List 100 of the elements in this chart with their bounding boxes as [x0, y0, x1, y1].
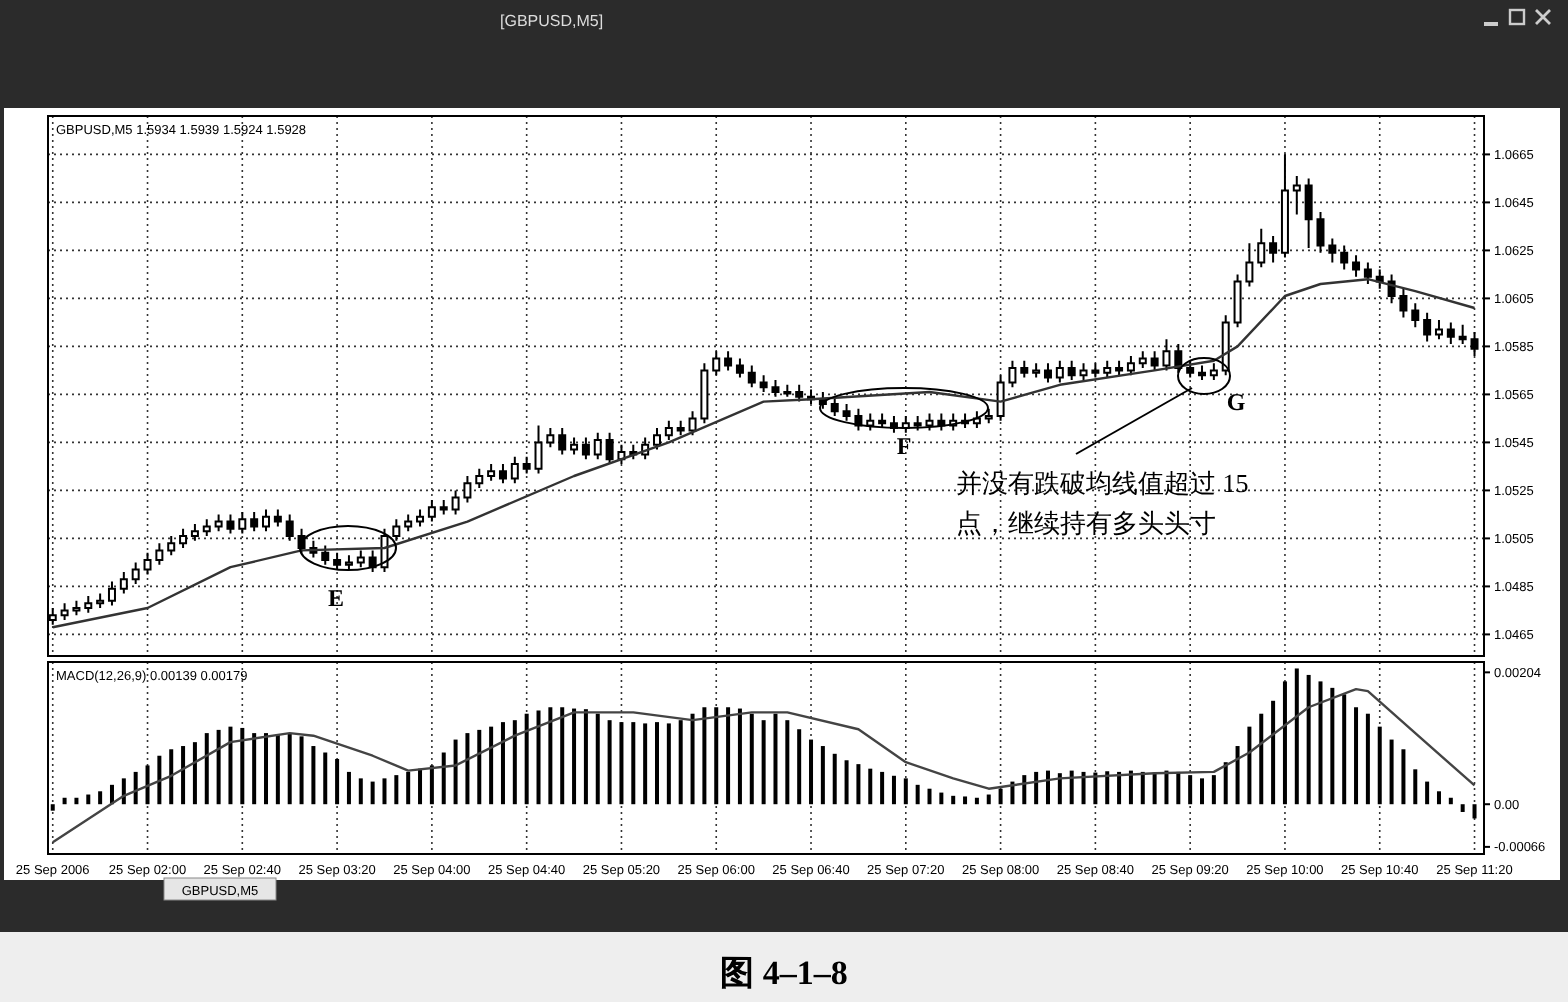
- candlestick: [747, 364, 756, 389]
- candlestick: [878, 412, 887, 429]
- bar: [252, 733, 257, 805]
- bar: [856, 764, 861, 805]
- candlestick: [344, 554, 353, 571]
- bar: [370, 781, 375, 805]
- candlestick: [1434, 319, 1443, 341]
- bar: [453, 739, 458, 805]
- bar: [1282, 681, 1287, 805]
- bar: [832, 753, 837, 805]
- candlestick: [1055, 359, 1064, 384]
- bar: [323, 752, 328, 805]
- bar: [145, 765, 150, 805]
- bar: [264, 733, 269, 805]
- bar: [702, 707, 707, 805]
- bar: [1436, 791, 1441, 805]
- bar: [1117, 771, 1122, 805]
- bar: [406, 771, 411, 805]
- bar: [1140, 771, 1145, 805]
- candlestick: [202, 518, 211, 537]
- candlestick: [167, 535, 176, 557]
- bar: [500, 722, 505, 805]
- bar: [631, 722, 636, 805]
- bar: [761, 720, 766, 805]
- candlestick: [522, 455, 531, 475]
- bar: [891, 775, 896, 805]
- bar: [1342, 694, 1347, 805]
- bar: [868, 768, 873, 805]
- candlestick: [1198, 364, 1207, 381]
- bar: [287, 733, 292, 805]
- candlestick: [321, 544, 330, 566]
- candlestick: [724, 350, 733, 372]
- line-series: [51, 687, 1476, 844]
- candlestick: [427, 499, 436, 523]
- candlestick: [1221, 314, 1230, 377]
- candlestick: [1067, 359, 1076, 381]
- bar: [240, 727, 245, 805]
- bar: [1176, 771, 1181, 805]
- chart-title: [GBPUSD,M5]: [500, 12, 604, 30]
- bar: [1105, 771, 1110, 805]
- bar: [335, 758, 340, 805]
- candlestick: [1423, 311, 1432, 343]
- bar: [963, 796, 968, 805]
- candlestick: [179, 527, 188, 549]
- bar: [880, 771, 885, 805]
- bar: [1330, 687, 1335, 805]
- bar: [690, 713, 695, 805]
- bar: [74, 797, 79, 805]
- bar: [1152, 772, 1157, 805]
- bar: [998, 788, 1003, 805]
- bar: [382, 778, 387, 805]
- bar: [1401, 749, 1406, 805]
- candlestick: [866, 412, 875, 432]
- bar: [1425, 781, 1430, 805]
- bar: [1188, 775, 1193, 805]
- annotation: F: [896, 432, 912, 461]
- candlestick: [238, 511, 247, 535]
- bar: [1200, 778, 1205, 805]
- candlestick: [558, 427, 567, 456]
- bar: [1034, 771, 1039, 805]
- candlestick: [1257, 227, 1266, 269]
- candlestick: [795, 383, 804, 403]
- bar: [1271, 700, 1276, 805]
- bar: [311, 746, 316, 805]
- bar: [1389, 739, 1394, 805]
- candlestick: [84, 595, 93, 614]
- bar: [986, 794, 991, 805]
- candlestick: [510, 455, 519, 485]
- bar: [844, 760, 849, 805]
- bar: [903, 778, 908, 805]
- candlestick: [416, 508, 425, 528]
- annotation: G: [1226, 388, 1246, 417]
- candlestick: [913, 415, 922, 432]
- bar: [169, 749, 174, 805]
- bar: [1235, 746, 1240, 805]
- bar: [773, 713, 778, 805]
- candlestick: [735, 357, 744, 379]
- bar: [737, 708, 742, 805]
- bar: [299, 736, 304, 805]
- bar: [1247, 726, 1252, 805]
- candlestick: [1292, 175, 1301, 216]
- candlestick: [653, 427, 661, 451]
- candlestick: [581, 436, 590, 461]
- candlestick: [498, 463, 507, 485]
- bar: [1377, 726, 1382, 805]
- bar: [1022, 775, 1027, 805]
- caption: 图 4–1–8: [720, 954, 848, 992]
- bar: [1164, 770, 1169, 805]
- candlestick: [984, 407, 993, 425]
- bar: [418, 768, 423, 805]
- bar: [216, 729, 221, 805]
- candlestick: [676, 419, 685, 437]
- candlestick: [1032, 362, 1041, 379]
- bar: [1294, 668, 1299, 805]
- candlestick: [356, 549, 365, 569]
- bar: [346, 771, 351, 805]
- bar: [619, 722, 624, 805]
- bar: [441, 752, 446, 805]
- bar: [98, 791, 103, 805]
- bar: [1318, 681, 1323, 805]
